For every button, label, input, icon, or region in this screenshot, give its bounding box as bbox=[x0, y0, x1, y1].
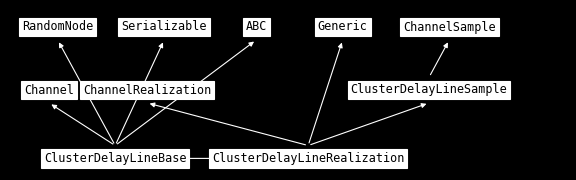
Text: ClusterDelayLineBase: ClusterDelayLineBase bbox=[44, 152, 187, 165]
Text: Serializable: Serializable bbox=[122, 21, 207, 33]
Text: ClusterDelayLineSample: ClusterDelayLineSample bbox=[351, 84, 507, 96]
Text: Channel: Channel bbox=[24, 84, 74, 96]
Text: Generic: Generic bbox=[318, 21, 367, 33]
Text: ABC: ABC bbox=[245, 21, 267, 33]
Text: RandomNode: RandomNode bbox=[22, 21, 93, 33]
Text: ChannelRealization: ChannelRealization bbox=[83, 84, 211, 96]
Text: ChannelSample: ChannelSample bbox=[403, 21, 495, 33]
Text: ClusterDelayLineRealization: ClusterDelayLineRealization bbox=[212, 152, 404, 165]
